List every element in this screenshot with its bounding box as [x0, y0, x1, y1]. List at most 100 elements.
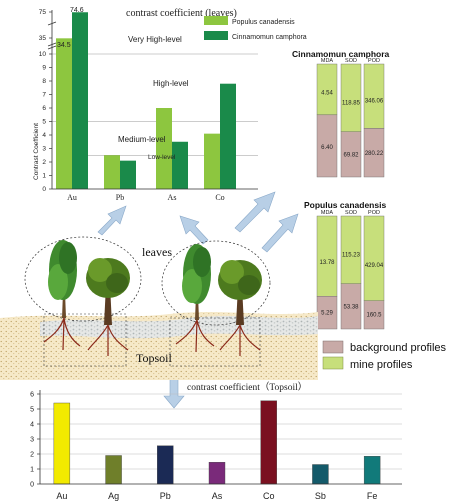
leaves-y-tick-label: 2	[42, 159, 46, 166]
legend-label-cinnamomum: Cinnamomun camphora	[232, 34, 307, 41]
leaves-y-ticks: 0 1 2 3 4 5 6 7 8 9 10 35 75	[39, 9, 52, 193]
topsoil-y-tick-label: 3	[30, 437, 34, 444]
leaves-bars	[56, 12, 236, 190]
stack-segment-background	[316, 114, 338, 178]
topsoil-x-labels: Au Ag Pb As Co Sb Fe	[56, 491, 377, 501]
leaves-bar-pb-0	[104, 155, 120, 189]
topsoil-bar-co	[260, 400, 277, 485]
axis-break-mark	[47, 42, 57, 47]
leaves-y-tick-label: 75	[39, 9, 47, 16]
leaves-x-label: Au	[67, 193, 77, 202]
arrow-to-as-icon	[179, 215, 209, 245]
cinnamomum-stack-title: Cinnamomun camphora	[292, 49, 390, 59]
legend-swatch-mine	[322, 356, 344, 370]
leaves-y-tick-label: 6	[42, 105, 46, 112]
legend-label-background: background profiles	[350, 342, 447, 354]
topsoil-y-tick-label: 5	[30, 407, 34, 414]
stack-value-mine: 115.23	[342, 253, 361, 259]
stack-value-mine: 429.04	[365, 263, 384, 269]
stack-value-background: 69.82	[343, 153, 359, 159]
arrow-to-cinnamomum-icon	[234, 191, 276, 233]
topsoil-bar-sb	[312, 464, 329, 485]
topsoil-bar-as	[208, 462, 226, 485]
level-label-high: High-level	[153, 79, 189, 88]
topsoil-y-tick-label: 0	[30, 482, 34, 489]
cinnamomum-stack-columns: MDA 4.54 6.40 SOD 118.85 69.82 POD 346.06 280.22	[316, 58, 385, 178]
stack-value-background: 280.22	[365, 151, 384, 157]
topsoil-x-label: Co	[263, 491, 275, 501]
leaves-y-axis-label: Contrast Coefficient	[33, 123, 40, 180]
leaves-y-tick-label: 1	[42, 173, 46, 180]
camphor-tree-right-icon	[218, 260, 262, 325]
stack-segment-mine	[316, 215, 338, 297]
topsoil-x-label: As	[212, 491, 223, 501]
stack-value-background: 6.40	[321, 145, 333, 151]
stack-value-background: 5.29	[321, 310, 333, 316]
stack-col-label: MDA	[321, 210, 334, 216]
leaves-ellipse-right	[161, 240, 271, 326]
sample-box-right	[169, 317, 261, 367]
stack-value-background: 53.38	[343, 305, 359, 311]
leaves-bar-pb-1	[120, 160, 136, 189]
leaves-y-tick-label: 3	[42, 146, 46, 153]
leaves-y-tick-label: 10	[39, 51, 47, 58]
topsoil-x-label: Fe	[367, 491, 378, 501]
arrow-to-populus-icon	[261, 213, 299, 253]
leaves-y-tick-label: 8	[42, 78, 46, 85]
stack-segment-background	[340, 283, 362, 330]
level-label-medium: Medium-level	[118, 135, 166, 144]
cinnamomum-stack-panel: Cinnamomun camphora MDA 4.54 6.40 SOD 118.85…	[292, 49, 390, 178]
level-label-very-high: Very High-level	[128, 35, 182, 44]
stack-segment-mine	[340, 63, 362, 133]
leaves-y-tick-label: 7	[42, 92, 46, 99]
leaves-chart: contrast coefficient (leaves) Contrast C…	[33, 7, 307, 202]
poplar-tree-left-icon	[48, 240, 77, 318]
leaves-y-tick-label: 5	[42, 119, 46, 126]
topsoil-bars	[53, 400, 381, 485]
level-label-low: Low-level	[148, 154, 176, 161]
stack-value-mine: 4.54	[321, 91, 333, 97]
stack-segment-mine	[363, 63, 385, 129]
topsoil-bar-pb	[157, 445, 174, 485]
populus-stack-columns: MDA 13.78 5.29 SOD 115.23 53.38 POD 429.04 160.5	[316, 210, 385, 330]
profiles-legend: background profiles mine profiles	[322, 340, 447, 371]
leaves-bar-co-1	[220, 83, 236, 189]
leaves-y-tick-label: 4	[42, 132, 46, 139]
poplar-tree-right-icon	[182, 244, 211, 320]
topsoil-x-label: Ag	[108, 491, 119, 501]
camphor-tree-left-icon	[86, 258, 130, 325]
leaves-x-label: Pb	[116, 193, 124, 202]
stack-col-label: POD	[368, 210, 380, 216]
axis-break-mark	[47, 21, 57, 26]
stack-value-background: 160.5	[366, 312, 382, 318]
topsoil-x-label: Au	[56, 491, 67, 501]
data-label-au-populus: 34.5	[57, 42, 71, 49]
leaves-chart-title: contrast coefficient (leaves)	[126, 8, 237, 19]
roots-icon	[43, 317, 261, 356]
legend-label-populus: Populus canadensis	[232, 19, 295, 26]
leaves-x-label: As	[168, 193, 177, 202]
topsoil-bar-ag	[105, 455, 122, 485]
arrow-down-topsoil-icon	[163, 377, 185, 409]
stack-value-mine: 118.85	[342, 101, 361, 107]
leaves-ellipse-left	[24, 236, 142, 322]
axis-break-mark	[47, 45, 57, 50]
stack-segment-mine	[316, 63, 338, 116]
topsoil-y-tick-label: 4	[30, 422, 34, 429]
leaves-x-labels: Au Pb As Co	[67, 193, 225, 202]
stack-col-label: SOD	[345, 58, 357, 64]
leaves-y-tick-label: 35	[39, 35, 47, 42]
stack-segment-background	[363, 128, 385, 178]
sample-box-left	[43, 313, 127, 367]
topsoil-bar-fe	[363, 456, 381, 485]
stack-segment-mine	[363, 215, 385, 301]
topsoil-x-label: Pb	[160, 491, 171, 501]
leaves-bar-as-1	[172, 141, 188, 189]
topsoil-y-tick-label: 1	[30, 467, 34, 474]
legend-label-mine: mine profiles	[350, 359, 413, 371]
topsoil-y-tick-label: 6	[30, 392, 34, 399]
topsoil-bar-au	[53, 402, 71, 485]
legend-swatch-populus	[204, 16, 228, 25]
